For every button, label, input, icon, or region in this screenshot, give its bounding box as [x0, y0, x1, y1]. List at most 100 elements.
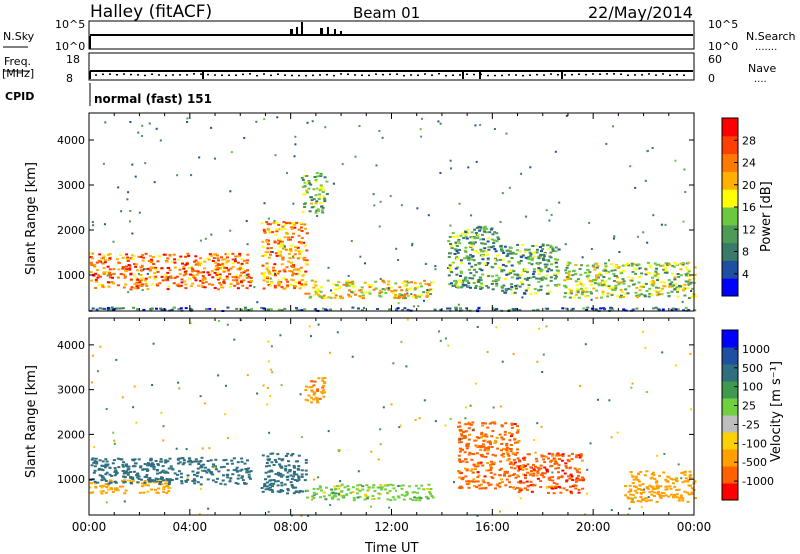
- nave-point: [571, 73, 573, 76]
- data-cell: [558, 458, 561, 461]
- data-cell: [156, 472, 159, 475]
- data-cell: [285, 232, 289, 235]
- data-cell: [611, 286, 615, 289]
- data-cell: [265, 262, 269, 265]
- data-cell: [131, 232, 134, 235]
- data-cell: [620, 281, 624, 284]
- data-cell: [582, 307, 586, 310]
- data-cell: [496, 447, 500, 450]
- data-cell: [171, 468, 175, 471]
- data-cell: [196, 481, 200, 484]
- data-cell: [486, 253, 489, 256]
- data-cell: [631, 493, 635, 496]
- data-cell: [464, 284, 468, 287]
- data-cell: [510, 423, 514, 426]
- data-cell: [297, 250, 301, 253]
- data-cell: [126, 259, 130, 262]
- data-cell: [538, 246, 542, 248]
- data-cell: [526, 257, 530, 260]
- data-cell: [223, 258, 227, 261]
- data-cell: [292, 255, 295, 258]
- data-cell: [479, 449, 483, 451]
- data-cell: [527, 262, 531, 265]
- data-cell: [579, 385, 582, 387]
- data-cell: [613, 289, 617, 292]
- data-cell: [286, 478, 290, 481]
- data-cell: [499, 467, 503, 470]
- data-cell: [476, 233, 480, 236]
- data-cell: [89, 486, 92, 489]
- data-cell: [112, 459, 116, 462]
- data-cell: [217, 259, 221, 262]
- data-cell: [314, 211, 318, 214]
- data-cell: [234, 258, 237, 261]
- data-cell: [280, 384, 283, 387]
- data-cell: [565, 489, 569, 492]
- data-cell: [213, 271, 217, 274]
- data-cell: [602, 281, 606, 284]
- data-cell: [117, 186, 120, 189]
- data-cell: [292, 492, 296, 495]
- data-cell: [239, 264, 243, 267]
- data-cell: [101, 285, 105, 288]
- data-cell: [512, 270, 516, 273]
- data-cell: [140, 485, 144, 488]
- data-cell: [173, 261, 177, 264]
- data-cell: [467, 486, 471, 489]
- data-cell: [556, 452, 560, 455]
- data-cell: [172, 282, 176, 285]
- data-cell: [464, 276, 468, 279]
- data-cell: [512, 458, 516, 461]
- data-cell: [457, 421, 461, 424]
- nave-tick-bottom: 0: [708, 72, 715, 85]
- data-cell: [616, 295, 620, 298]
- data-cell: [243, 462, 247, 465]
- data-cell: [485, 231, 488, 234]
- data-cell: [498, 474, 502, 477]
- data-cell: [105, 471, 109, 474]
- data-cell: [192, 274, 196, 277]
- data-cell: [182, 265, 186, 268]
- nsky-spike: [301, 22, 303, 36]
- data-cell: [658, 494, 662, 497]
- data-cell: [223, 483, 227, 486]
- data-cell: [501, 250, 505, 252]
- data-cell: [308, 210, 312, 213]
- data-cell: [555, 453, 559, 456]
- data-cell: [653, 495, 656, 497]
- data-cell: [514, 308, 518, 311]
- data-cell: [247, 280, 251, 283]
- data-cell: [481, 443, 485, 446]
- data-cell: [110, 306, 114, 309]
- data-cell: [299, 226, 303, 229]
- data-cell: [93, 264, 97, 266]
- data-cell: [207, 258, 211, 261]
- data-cell: [535, 460, 539, 463]
- data-cell: [268, 272, 272, 275]
- data-cell: [341, 495, 345, 498]
- data-cell: [301, 490, 305, 493]
- data-cell: [674, 364, 677, 367]
- data-cell: [276, 272, 280, 275]
- data-cell: [460, 232, 464, 235]
- data-cell: [654, 306, 658, 309]
- data-cell: [511, 251, 515, 254]
- data-cell: [166, 278, 170, 281]
- data-cell: [676, 287, 680, 290]
- data-cell: [523, 474, 527, 477]
- data-cell: [650, 476, 654, 479]
- data-cell: [529, 166, 532, 169]
- data-cell: [263, 271, 267, 274]
- data-cell: [244, 270, 248, 272]
- data-cell: [647, 499, 651, 502]
- data-cell: [474, 287, 478, 289]
- data-cell: [660, 287, 664, 290]
- data-cell: [290, 236, 294, 239]
- data-cell: [629, 493, 633, 496]
- data-cell: [284, 468, 288, 470]
- data-cell: [476, 471, 480, 474]
- data-cell: [155, 469, 159, 472]
- data-cell: [110, 475, 114, 477]
- data-cell: [565, 466, 569, 469]
- data-cell: [532, 270, 536, 273]
